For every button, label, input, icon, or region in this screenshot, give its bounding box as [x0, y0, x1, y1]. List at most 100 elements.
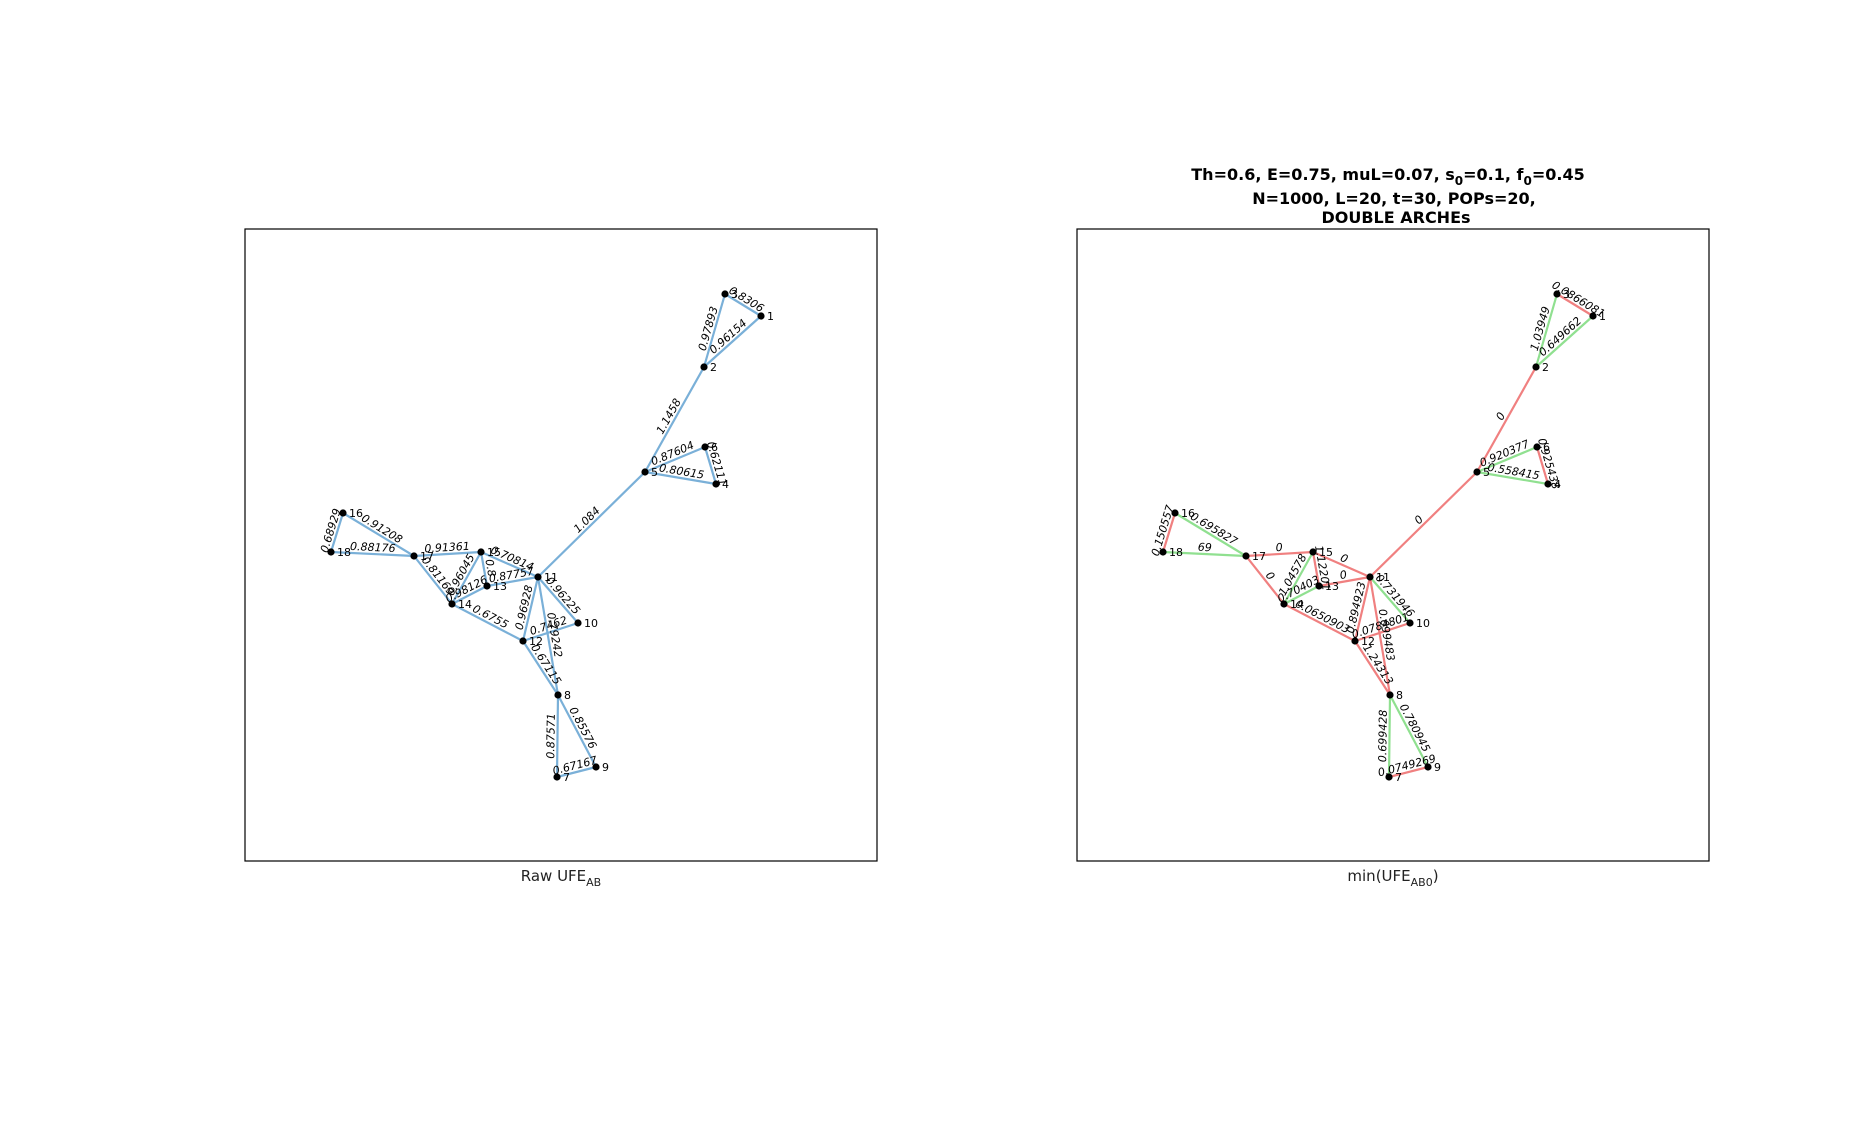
left-edge-11-10: [536, 575, 580, 625]
left-node-4: [712, 480, 720, 488]
right-edge-17-14: [1244, 554, 1286, 606]
left-node-5: [641, 468, 649, 476]
right-edge-15-11: [1311, 550, 1372, 579]
right-node-label-4: 4: [1554, 478, 1561, 491]
left-node-label-3: 3: [731, 288, 738, 301]
left-edge-18-17: [329, 550, 416, 558]
right-node-label-13: 13: [1325, 580, 1339, 593]
left-node-2: [700, 363, 708, 371]
right-node-7: [1385, 773, 1393, 781]
left-node-3: [721, 290, 729, 298]
left-edge-7-9: [555, 765, 598, 779]
right-xlabel: min(UFEAB0): [1347, 867, 1438, 889]
left-node-7: [553, 773, 561, 781]
right-edge-8-9: [1388, 693, 1430, 769]
right-node-label-3: 3: [1563, 288, 1570, 301]
left-node-10: [574, 619, 582, 627]
left-edge-label-8-7: 0.87571: [544, 713, 558, 759]
right-edge-label-18-17: 69: [1198, 541, 1213, 555]
left-edge-5-6: [643, 445, 707, 474]
right-edge-2-5: [1475, 365, 1538, 474]
left-node-17: [410, 552, 418, 560]
left-node-9: [592, 763, 600, 771]
right-edge-7-9: [1387, 765, 1430, 779]
left-edge-12-8: [521, 639, 560, 697]
right-node-2: [1532, 363, 1540, 371]
right-edge-14-15: [1282, 550, 1315, 606]
left-node-12: [519, 637, 527, 645]
right-edge-16-18: [1161, 511, 1177, 554]
left-node-15: [477, 548, 485, 556]
left-xlabel-sub: AB: [586, 876, 601, 889]
left-node-6: [701, 443, 709, 451]
right-node-label-12: 12: [1361, 635, 1375, 648]
right-node-label-15: 15: [1319, 546, 1333, 559]
left-node-label-1: 1: [767, 310, 774, 323]
title1-c: =0.45: [1532, 165, 1585, 184]
left-node-8: [554, 691, 562, 699]
right-node-10: [1406, 619, 1414, 627]
right-edge-1-2: [1534, 314, 1595, 369]
right-edge-label-15-11: 0: [1338, 551, 1350, 566]
left-edge-12-10: [521, 621, 580, 643]
right-node-label-1: 1: [1599, 310, 1606, 323]
right-edge-3-2: [1534, 292, 1559, 369]
right-edge-label-17-15: 0: [1275, 541, 1283, 554]
left-edges: [329, 292, 763, 779]
right-edge-label-16-17: 0.695827: [1188, 510, 1240, 548]
right-title-line1: Th=0.6, E=0.75, muL=0.07, s0=0.1, f0=0.4…: [1191, 165, 1584, 188]
right-node-5: [1473, 468, 1481, 476]
right-edge-12-8: [1353, 639, 1392, 697]
right-edge-18-17: [1161, 550, 1248, 558]
right-node-11: [1366, 573, 1374, 581]
left-node-14: [448, 600, 456, 608]
right-panel: Th=0.6, E=0.75, muL=0.07, s0=0.1, f0=0.4…: [1076, 165, 1710, 889]
left-edge-17-14: [412, 554, 454, 606]
left-node-label-15: 15: [487, 546, 501, 559]
right-edge-5-4: [1475, 470, 1550, 486]
left-xlabel: Raw UFEAB: [521, 867, 601, 889]
right-edge-label-8-7: 0.699428: [1376, 710, 1390, 763]
title1-b: =0.1, f: [1463, 165, 1524, 184]
left-node-label-2: 2: [710, 361, 717, 374]
right-node-label-18: 18: [1169, 546, 1183, 559]
right-node-label-17: 17: [1252, 550, 1266, 563]
left-node-label-18: 18: [337, 546, 351, 559]
right-node-label-2: 2: [1542, 361, 1549, 374]
right-node-17: [1242, 552, 1250, 560]
right-edge-16-17: [1173, 511, 1248, 558]
right-node-label-5: 5: [1483, 466, 1490, 479]
right-edge-5-6: [1475, 445, 1539, 474]
left-edge-15-13: [479, 550, 489, 588]
left-edge-label-18-17: 0.88176: [350, 540, 396, 555]
left-node-label-6: 6: [711, 441, 718, 454]
right-node-label-6: 6: [1543, 441, 1550, 454]
left-edge-5-4: [643, 470, 718, 486]
right-xlabel-sub: AB0: [1411, 876, 1433, 889]
left-plot-frame: [244, 228, 878, 862]
left-node-label-11: 11: [544, 571, 558, 584]
left-edge-14-13: [450, 584, 489, 606]
right-edge-11-10: [1368, 575, 1412, 625]
right-edge-6-4: [1535, 445, 1550, 486]
right-node-13: [1315, 582, 1323, 590]
left-node-label-4: 4: [722, 478, 729, 491]
right-node-15: [1309, 548, 1317, 556]
left-edge-6-4: [703, 445, 718, 486]
left-edge-14-15: [450, 550, 483, 606]
right-node-label-10: 10: [1416, 617, 1430, 630]
right-node-label-11: 11: [1376, 571, 1390, 584]
right-edge-12-10: [1353, 621, 1412, 643]
left-node-label-14: 14: [458, 598, 472, 611]
right-xlabel-main: min(UFE: [1347, 867, 1410, 885]
right-node-6: [1533, 443, 1541, 451]
left-node-label-12: 12: [529, 635, 543, 648]
right-edge-15-13: [1311, 550, 1321, 588]
left-edge-14-12: [450, 602, 525, 643]
right-edge-label-13-11: 0: [1339, 568, 1348, 582]
right-edge-label-8-9: 0.780945: [1397, 702, 1433, 755]
